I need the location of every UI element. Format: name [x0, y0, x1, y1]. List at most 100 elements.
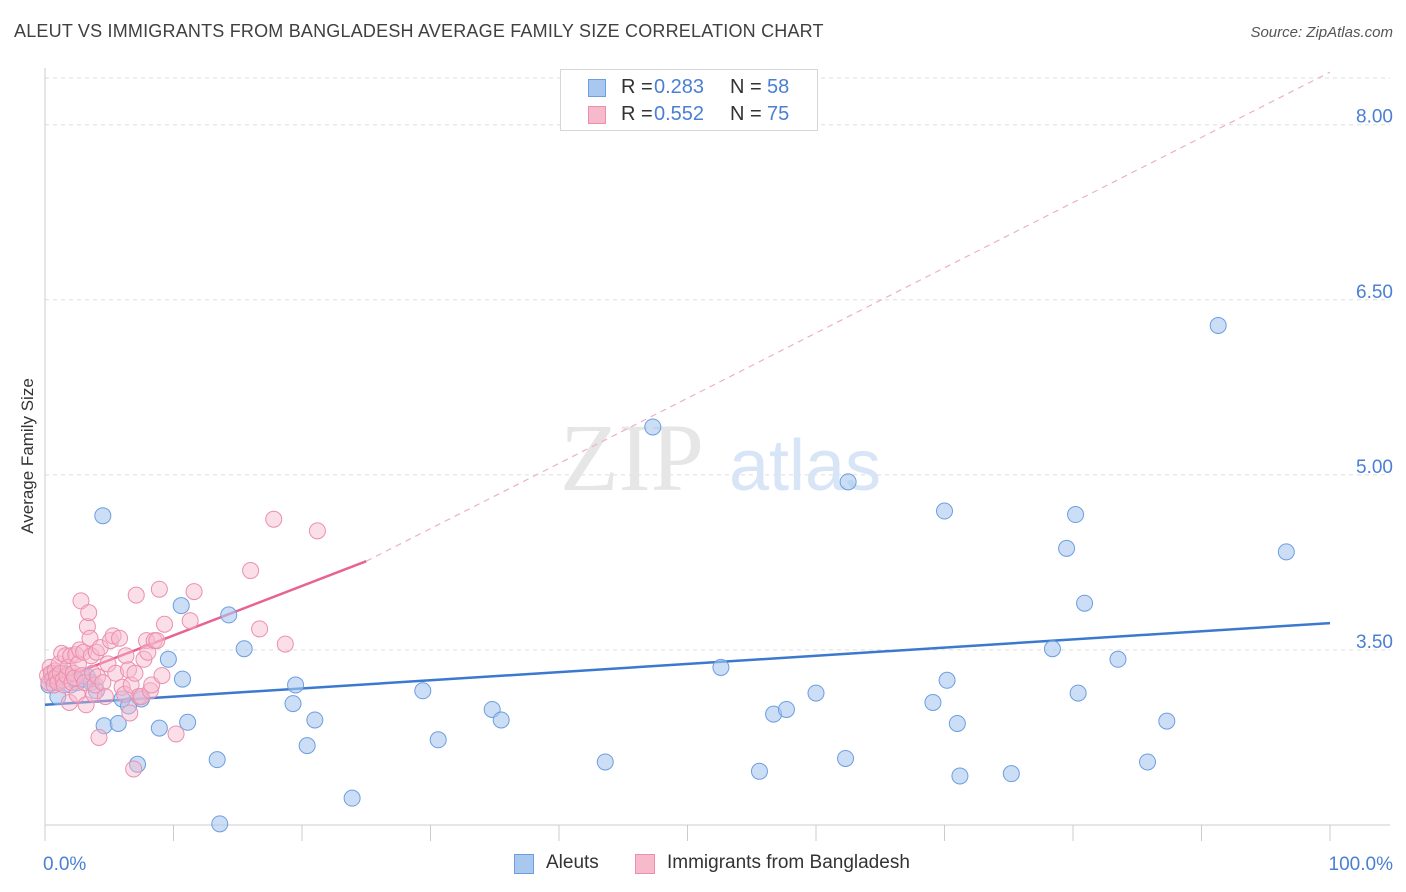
point-bangladesh: [117, 647, 135, 665]
point-bangladesh: [96, 688, 114, 706]
point-aleuts: [211, 815, 229, 833]
point-aleuts: [750, 762, 768, 780]
point-aleuts: [948, 714, 966, 732]
point-aleuts: [414, 682, 432, 700]
point-aleuts: [1076, 594, 1094, 612]
x-tick-label: 100.0%: [1329, 854, 1394, 875]
point-bangladesh: [127, 586, 145, 604]
point-aleuts: [1067, 506, 1085, 524]
point-bangladesh: [181, 612, 199, 630]
point-bangladesh: [121, 704, 139, 722]
point-aleuts: [777, 700, 795, 718]
point-bangladesh: [72, 592, 90, 610]
point-bangladesh: [90, 728, 108, 746]
point-aleuts: [235, 640, 253, 658]
point-aleuts: [712, 658, 730, 676]
point-bangladesh: [104, 627, 122, 645]
point-aleuts: [1158, 712, 1176, 730]
point-aleuts: [220, 606, 238, 624]
point-bangladesh: [107, 664, 125, 682]
point-aleuts: [208, 751, 226, 769]
point-bangladesh: [94, 674, 112, 692]
point-bangladesh: [251, 620, 269, 638]
y-tick-label: 6.50: [1356, 282, 1393, 303]
correlation-legend: R = 0.283 N = 58 R = 0.552 N = 75: [560, 69, 818, 131]
legend-r-value: 0.552: [654, 103, 705, 125]
point-bangladesh: [125, 760, 143, 778]
point-aleuts: [1139, 753, 1157, 771]
legend-r-label: R =: [621, 76, 653, 98]
point-aleuts: [807, 684, 825, 702]
series-label-aleuts: Aleuts: [546, 852, 599, 873]
y-tick-label: 5.00: [1356, 457, 1393, 478]
legend-swatch-pink: [588, 106, 606, 124]
point-bangladesh: [111, 629, 129, 647]
point-aleuts: [1069, 684, 1087, 702]
point-bangladesh: [126, 664, 144, 682]
point-aleuts: [492, 711, 510, 729]
point-aleuts: [173, 670, 191, 688]
point-aleuts: [839, 473, 857, 491]
legend-r-value: 0.283: [654, 76, 705, 98]
point-aleuts: [1058, 539, 1076, 557]
point-aleuts: [150, 719, 168, 737]
point-aleuts: [159, 650, 177, 668]
point-aleuts: [1109, 650, 1127, 668]
point-bangladesh: [116, 685, 134, 703]
watermark-zip: ZIP: [560, 404, 704, 511]
legend-n-value: 75: [767, 103, 790, 125]
point-aleuts: [596, 753, 614, 771]
series-swatch-aleuts: [514, 854, 534, 874]
source-label: Source: ZipAtlas.com: [1250, 24, 1393, 41]
legend-r-label: R =: [621, 103, 653, 125]
point-aleuts: [172, 597, 190, 615]
point-aleuts: [936, 502, 953, 520]
watermark-atlas: atlas: [729, 426, 881, 506]
series-label-bangladesh: Immigrants from Bangladesh: [667, 852, 910, 873]
point-aleuts: [951, 767, 969, 785]
point-aleuts: [343, 789, 361, 807]
point-aleuts: [429, 731, 447, 749]
point-aleuts: [644, 418, 662, 436]
point-bangladesh: [148, 632, 166, 650]
point-bangladesh: [153, 667, 171, 685]
point-bangladesh: [185, 583, 203, 601]
y-tick-label: 3.50: [1356, 632, 1393, 653]
legend-swatch-blue: [588, 79, 606, 97]
point-bangladesh: [242, 562, 260, 580]
point-bangladesh: [141, 682, 159, 700]
point-aleuts: [1209, 316, 1227, 334]
trendline-bangladesh-extrapolated: [365, 71, 1331, 562]
point-bangladesh: [80, 604, 98, 622]
point-aleuts: [938, 671, 956, 689]
point-aleuts: [298, 737, 316, 755]
point-aleuts: [1002, 765, 1020, 783]
chart-title: ALEUT VS IMMIGRANTS FROM BANGLADESH AVER…: [14, 21, 824, 41]
point-bangladesh: [276, 635, 294, 653]
point-aleuts: [109, 714, 127, 732]
point-bangladesh: [150, 580, 168, 598]
point-aleuts: [1277, 543, 1295, 561]
trendline-bangladesh: [44, 560, 367, 687]
point-aleuts: [94, 507, 112, 525]
point-bangladesh: [167, 725, 185, 743]
y-tick-label: 8.00: [1356, 107, 1393, 128]
point-aleuts: [284, 695, 302, 713]
point-bangladesh: [156, 615, 174, 633]
x-tick-label: 0.0%: [43, 854, 86, 875]
legend-n-label: N =: [730, 103, 762, 125]
point-aleuts: [287, 676, 305, 694]
point-bangladesh: [91, 639, 109, 657]
point-bangladesh: [265, 510, 283, 528]
point-aleuts: [837, 749, 855, 767]
series-swatch-bangladesh: [635, 854, 655, 874]
point-bangladesh: [132, 688, 150, 706]
point-aleuts: [1043, 640, 1061, 658]
point-aleuts: [179, 713, 197, 731]
point-aleuts: [306, 711, 324, 729]
point-bangladesh: [308, 522, 326, 540]
legend-n-label: N =: [730, 76, 762, 98]
y-axis-title: Average Family Size: [18, 378, 37, 534]
trendline-aleuts: [44, 621, 1331, 707]
